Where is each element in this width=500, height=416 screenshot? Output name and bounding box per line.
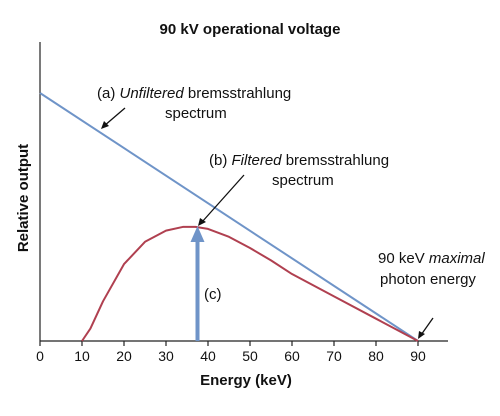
annotation-max-pointer — [420, 317, 434, 336]
x-tick-label: 90 — [410, 348, 426, 364]
svg-text:(a) Unfiltered bremsstrahlung: (a) Unfiltered bremsstrahlung — [97, 85, 291, 102]
annotation-max-line2: photon energy — [380, 271, 476, 288]
series-filtered-line — [81, 225, 419, 342]
annotation-b-prefix: (b) — [209, 152, 232, 169]
annotation-max-energy: 90 keV maximal photon energy — [378, 250, 485, 339]
x-axis-label: Energy (keV) — [200, 372, 292, 389]
x-tick-label: 80 — [368, 348, 384, 364]
annotation-a-rest: bremsstrahlung — [184, 85, 292, 102]
series-layer — [39, 92, 419, 342]
annotation-b-rest: bremsstrahlung — [282, 152, 390, 169]
annotation-b-line2: spectrum — [272, 172, 334, 189]
x-tick-label: 60 — [284, 348, 300, 364]
annotation-a-arrowhead — [101, 121, 109, 129]
svg-text:90 keV maximal: 90 keV maximal — [378, 250, 485, 267]
arrow-c-head — [190, 226, 205, 242]
x-tick-label: 30 — [158, 348, 174, 364]
x-tick-label: 20 — [116, 348, 132, 364]
series-unfiltered-line — [39, 92, 419, 342]
x-tick-label: 0 — [36, 348, 44, 364]
annotation-a-pointer — [103, 107, 126, 127]
annotation-b-emph: Filtered — [232, 152, 283, 169]
x-tick-label: 70 — [326, 348, 342, 364]
x-tick-label: 40 — [200, 348, 216, 364]
annotation-max-prefix: 90 keV — [378, 250, 429, 267]
annotation-filtered: (b) Filtered bremsstrahlung spectrum — [198, 152, 389, 226]
svg-text:(b) Filtered bremsstrahlung: (b) Filtered bremsstrahlung — [209, 152, 389, 169]
annotation-a-prefix: (a) — [97, 85, 120, 102]
arrow-c-label: (c) — [204, 286, 222, 303]
x-tick-label: 10 — [74, 348, 90, 364]
annotation-max-arrowhead — [418, 331, 425, 339]
arrow-layer — [190, 226, 205, 341]
plot-area: 0 10 20 30 40 50 60 70 80 90 — [36, 42, 448, 364]
annotation-max-emph: maximal — [429, 250, 486, 267]
annotation-b-arrowhead — [198, 218, 206, 226]
x-tick-label: 50 — [242, 348, 258, 364]
chart-title: 90 kV operational voltage — [160, 21, 341, 38]
annotation-a-emph: Unfiltered — [120, 85, 185, 102]
x-ticks: 0 10 20 30 40 50 60 70 80 90 — [36, 341, 426, 364]
y-axis-label: Relative output — [15, 144, 32, 252]
annotation-b-pointer — [201, 174, 245, 223]
annotation-a-line2: spectrum — [165, 105, 227, 122]
annotation-unfiltered: (a) Unfiltered bremsstrahlung spectrum — [97, 85, 291, 129]
